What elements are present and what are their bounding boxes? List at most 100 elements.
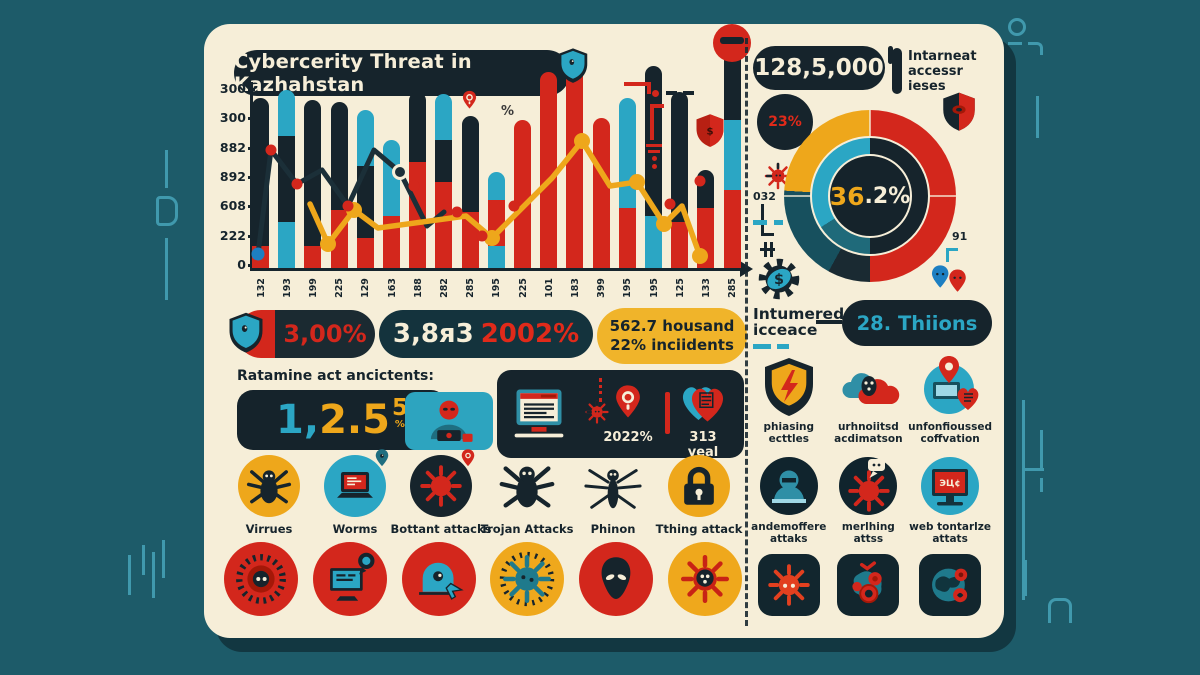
- grid-item-label: unfonfioussed coffvation: [908, 421, 992, 446]
- threat-item-2: Worms: [312, 449, 398, 536]
- bar-14: [592, 118, 610, 268]
- x-tick-label: 399: [595, 278, 607, 298]
- virus-icon: [410, 449, 475, 517]
- hacker-icon: [420, 392, 478, 450]
- x-tick-label: 193: [281, 278, 293, 298]
- red-bracket: [650, 104, 664, 108]
- percent-annotation: %: [501, 104, 515, 119]
- page-title: Cybercerity Threat in Kazhahstan: [234, 50, 570, 96]
- threat-item-3: Bottant attacks: [391, 449, 491, 536]
- counter-part-2: 2.5: [319, 397, 390, 443]
- y-axis: [250, 82, 253, 270]
- threat-label: Phinon: [590, 522, 636, 536]
- x-axis-labels: 132 193 199 225 129 163 188 282 285 195 225 101 183 3…: [252, 273, 740, 307]
- grid-item-3: unfonfioussed coffvation: [908, 354, 992, 454]
- counter-part-4: %: [394, 418, 405, 430]
- x-tick-label: 195: [621, 278, 633, 298]
- bar-2: [278, 90, 296, 268]
- dark-dash: [683, 91, 694, 95]
- increase-pill-text: 28. Thiions: [856, 311, 978, 335]
- stat-value-2: 3,8я3 2002%: [379, 310, 593, 358]
- tile-gears-icon: [837, 554, 900, 616]
- tile-virus-icon: [757, 554, 820, 616]
- donut-center-suffix: .2%: [864, 183, 911, 209]
- bg-line: [142, 545, 145, 575]
- separator-notch-icon: [888, 46, 893, 64]
- stat-value-3-line1: 562.7 housand: [609, 317, 735, 336]
- incident-panel: 2022% 313 yeal: [497, 370, 744, 460]
- x-tick-label: 285: [464, 278, 476, 298]
- svg-text:ЭЦ¢: ЭЦ¢: [939, 479, 960, 489]
- monitor-red-icon: ЭЦ¢: [918, 454, 982, 518]
- dark-dash: [666, 91, 677, 95]
- connector-line: [816, 320, 842, 324]
- svg-text:$: $: [774, 272, 784, 288]
- y-axis-labels: 300 300 882 892 608 222 0: [208, 81, 255, 272]
- donut-center: 36 .2%: [828, 154, 912, 238]
- grid-item-label: urhnoiitsd acdimatson: [834, 421, 903, 446]
- bar-13: [566, 56, 584, 268]
- x-tick-label: 129: [359, 278, 371, 298]
- grid-item-7: [749, 554, 829, 626]
- y-tick-label: 882: [208, 140, 255, 155]
- grid-item-4: andemoffere attaks: [749, 454, 829, 554]
- virus-pin-icon: [667, 542, 742, 616]
- internet-stat-value: 128,5,000: [754, 55, 884, 81]
- red-bracket: [624, 82, 650, 86]
- location-pin-icon: [609, 378, 647, 426]
- bg-line: [1040, 430, 1043, 470]
- half-shield-icon: [938, 86, 980, 136]
- threat-item-6: Tthing attack: [656, 455, 742, 536]
- hash-mark: [764, 242, 767, 257]
- threat-item-1: Virrues: [226, 455, 312, 536]
- stat-value-3: 562.7 housand 22% inciidents: [597, 308, 747, 364]
- virus-teal-icon: [490, 542, 565, 616]
- grid-item-label: andemoffere attaks: [751, 521, 827, 546]
- separator-bar-icon: [892, 48, 902, 94]
- pin-label: 2022%: [603, 430, 653, 445]
- y-tick-label: 300: [208, 81, 255, 96]
- title-text: Cybercerity Threat in Kazhahstan: [234, 50, 472, 96]
- red-dot: [652, 156, 657, 161]
- hash-mark: [770, 242, 773, 257]
- cyan-bracket: [946, 248, 958, 251]
- bg-dash: [1008, 42, 1022, 45]
- red-bracket: [650, 104, 654, 140]
- bar-12: [540, 72, 558, 268]
- stat-value-2-accent: 2002%: [480, 319, 580, 349]
- alien-icon: [579, 542, 654, 616]
- x-tick-label: 132: [255, 278, 266, 298]
- callout-left-text: 032: [753, 190, 776, 203]
- grid-item-8: [829, 554, 909, 626]
- x-tick-label: 282: [438, 278, 450, 298]
- padlock-icon: [668, 455, 730, 517]
- bg-u-shape: [1048, 598, 1072, 623]
- bar-chart: [252, 35, 741, 268]
- x-tick-label: 101: [543, 278, 555, 298]
- spider-thin-icon: [582, 455, 644, 517]
- donut-center-value: 36: [829, 181, 865, 211]
- x-tick-label: 188: [412, 278, 424, 298]
- bg-line: [1036, 96, 1039, 138]
- bg-line: [1040, 478, 1043, 492]
- bar-8: [435, 94, 453, 268]
- counter-label: Ratamine act ancictents:: [237, 368, 434, 384]
- heart-icon: [677, 378, 729, 426]
- browser-icon: [509, 382, 569, 442]
- bg-line: [1022, 400, 1025, 600]
- x-tick-label: 195: [648, 278, 659, 298]
- y-tick-label: 300: [208, 110, 255, 125]
- dotted-line: [599, 378, 602, 402]
- virus-bubble-icon: [836, 454, 900, 518]
- red-bracket: [647, 82, 651, 94]
- x-axis: [250, 268, 742, 271]
- svg-text:$: $: [706, 127, 713, 138]
- internet-stat-caption: Intarneat accessr ieses: [908, 49, 977, 94]
- infographic-card: Cybercerity Threat in Kazhahstan 300 300 8…: [204, 24, 1004, 638]
- lock-hand-icon: [401, 542, 476, 616]
- cyan-dash: [777, 344, 789, 349]
- increase-heading: Intumered icceace: [753, 305, 845, 340]
- bottom-icons-row: [224, 542, 742, 616]
- y-tick-label: 892: [208, 169, 255, 184]
